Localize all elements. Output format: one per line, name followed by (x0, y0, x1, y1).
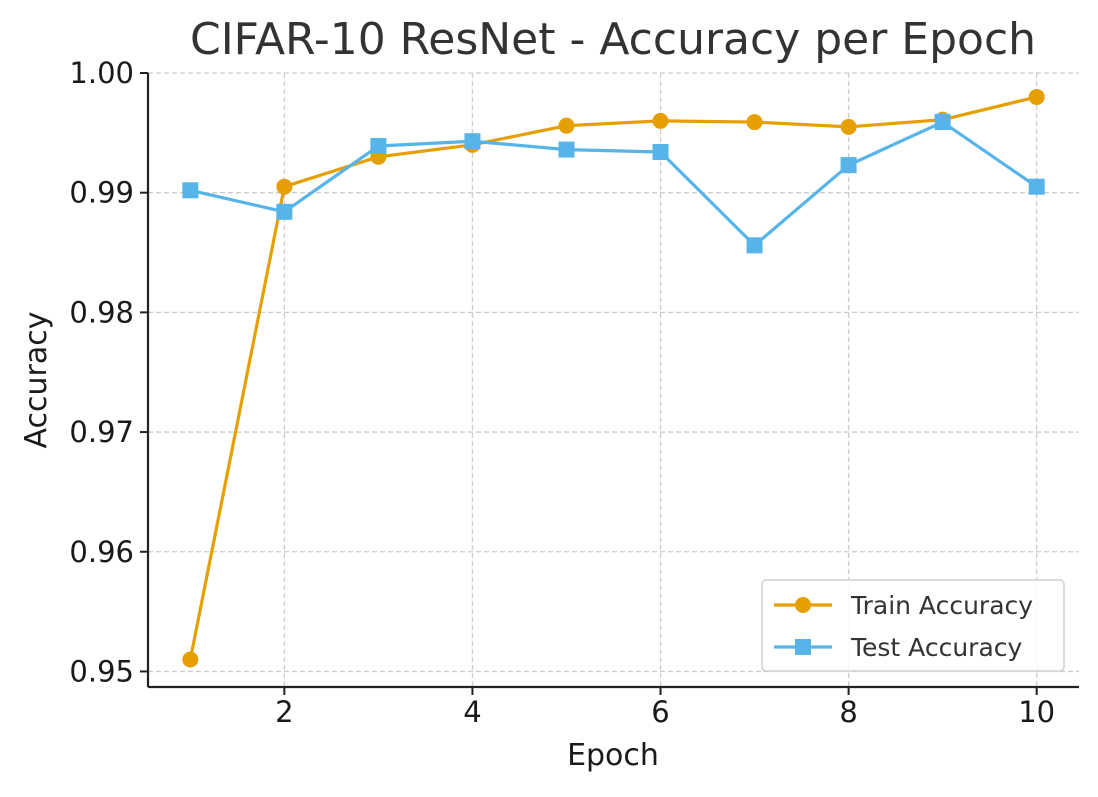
data-point (652, 143, 669, 160)
legend-box (761, 579, 1065, 672)
data-point (746, 114, 763, 131)
x-tick-label: 8 (839, 695, 857, 729)
data-point (840, 157, 857, 174)
data-point (276, 178, 293, 195)
x-axis-label: Epoch (567, 738, 659, 773)
legend-label: Train Accuracy (850, 591, 1033, 620)
y-tick-label: 0.96 (69, 535, 134, 569)
y-tick-label: 0.99 (69, 176, 134, 210)
data-point (558, 141, 575, 158)
y-axis-label: Accuracy (19, 312, 54, 449)
data-series (182, 88, 1045, 668)
series-line (188, 95, 1038, 660)
x-tick-label: 2 (275, 695, 293, 729)
legend-marker (795, 597, 811, 613)
data-point (934, 114, 951, 131)
x-tick-label: 6 (651, 695, 669, 729)
series-test-accuracy (182, 114, 1045, 254)
data-point (370, 138, 387, 155)
y-tick-label: 0.97 (69, 415, 134, 449)
y-tick-label: 0.95 (69, 654, 134, 688)
axes (146, 73, 1079, 689)
y-tick-label: 0.98 (69, 295, 134, 329)
x-tick-label: 10 (1018, 695, 1055, 729)
data-point (464, 133, 481, 150)
series-line (189, 120, 1038, 247)
data-point (182, 651, 199, 668)
data-point (558, 117, 575, 134)
legend-entry: Test Accuracy (774, 633, 1023, 662)
data-point (276, 203, 293, 220)
chart-title: CIFAR-10 ResNet - Accuracy per Epoch (190, 14, 1036, 65)
data-point (182, 182, 199, 199)
legend-marker (795, 639, 811, 655)
data-point (652, 112, 669, 129)
legend-entry: Train Accuracy (774, 591, 1033, 620)
data-point (840, 118, 857, 135)
data-point (1028, 88, 1045, 105)
data-point (1028, 178, 1045, 195)
x-tick-label: 4 (463, 695, 481, 729)
legend-label: Test Accuracy (850, 633, 1023, 662)
tick-labels: 2 4 6 8 10 0.95 0.96 0.97 0.98 0.99 1.00 (69, 56, 1055, 729)
data-point (746, 237, 763, 254)
legend: Train Accuracy Test Accuracy (761, 579, 1065, 672)
grid-lines (148, 72, 1079, 687)
y-tick-label: 1.00 (69, 56, 134, 90)
